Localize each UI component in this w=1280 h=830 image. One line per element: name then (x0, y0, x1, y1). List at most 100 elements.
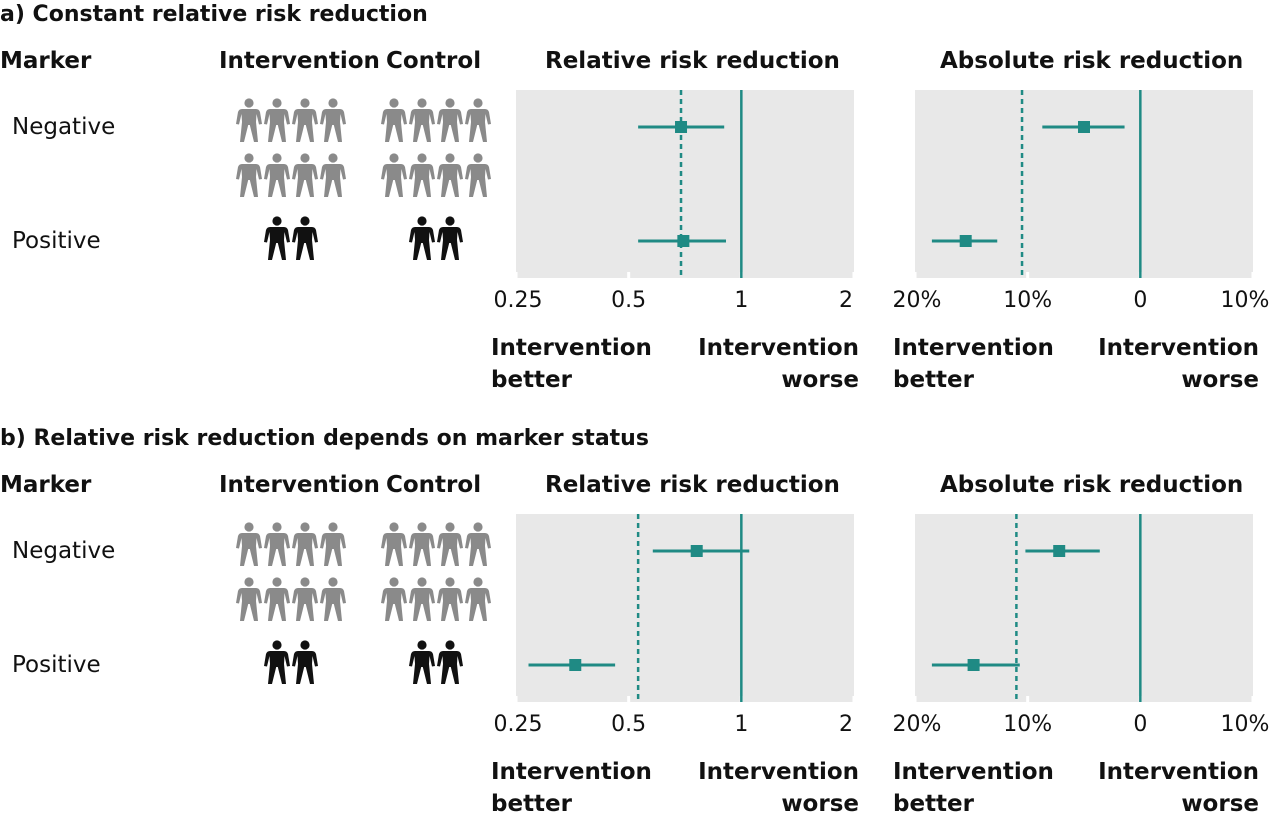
tick-label: 1 (734, 288, 749, 313)
person-icon (409, 577, 435, 621)
rrr-plot (514, 514, 856, 708)
person-icon (236, 577, 262, 621)
arr-plot (913, 90, 1255, 284)
rrr-header: Relative risk reduction (545, 48, 840, 74)
point-estimate (690, 545, 703, 557)
person-icon (292, 640, 318, 684)
person-icon (465, 153, 491, 197)
tick-label: 10% (1003, 712, 1053, 737)
person-icon (381, 98, 407, 142)
forest-plot-svg (913, 90, 1255, 278)
point-estimate (1053, 545, 1066, 557)
person-icon (320, 98, 346, 142)
arr-better-label: Intervention better (893, 335, 1054, 393)
person-icon (437, 216, 463, 260)
intervention-header: Intervention (219, 472, 380, 498)
tick-label: 0.5 (611, 288, 647, 313)
tick-label: 1 (734, 712, 749, 737)
tick-label: 10% (1220, 712, 1270, 737)
person-icon (292, 216, 318, 260)
rrr-worse-label: Intervention worse (698, 759, 859, 817)
panel-a: a) Constant relative risk reduction Mark… (0, 0, 1280, 406)
plot-background (915, 514, 1253, 702)
person-icon (320, 522, 346, 566)
person-icon (292, 98, 318, 142)
rrr-plot (514, 90, 856, 284)
marker-header: Marker (0, 472, 92, 498)
plot-background (516, 90, 854, 278)
point-estimate (1078, 121, 1090, 133)
person-icon (409, 98, 435, 142)
tick-label: 0 (1133, 712, 1148, 737)
forest-plot-svg (514, 514, 856, 702)
person-icon (236, 98, 262, 142)
person-icon (236, 522, 262, 566)
person-icon (320, 153, 346, 197)
person-icon (292, 522, 318, 566)
point-estimate (959, 235, 972, 247)
arr-header: Absolute risk reduction (940, 472, 1244, 498)
plot-background (516, 514, 854, 702)
row-label-negative: Negative (12, 114, 116, 140)
rrr-better-label: Intervention better (491, 759, 652, 817)
person-icon (381, 153, 407, 197)
person-icon (437, 640, 463, 684)
tick-label: 0.25 (493, 288, 543, 313)
arr-better-label: Intervention better (893, 759, 1054, 817)
person-icon (236, 153, 262, 197)
tick-label: 20% (892, 712, 942, 737)
person-icon (381, 522, 407, 566)
person-icon (264, 153, 290, 197)
forest-plot-svg (913, 514, 1255, 702)
person-icon (409, 216, 435, 260)
rrr-header: Relative risk reduction (545, 472, 840, 498)
person-icon (437, 577, 463, 621)
person-icon (264, 522, 290, 566)
control-header: Control (386, 48, 482, 74)
row-label-negative: Negative (12, 538, 116, 564)
person-icon (292, 577, 318, 621)
person-icon (409, 153, 435, 197)
panel-title: a) Constant relative risk reduction (0, 2, 428, 27)
person-icon (437, 522, 463, 566)
tick-label: 0 (1133, 288, 1148, 313)
marker-header: Marker (0, 48, 92, 74)
panel-b: b) Relative risk reduction depends on ma… (0, 424, 1280, 830)
person-icon (409, 640, 435, 684)
point-estimate (967, 659, 980, 671)
arr-worse-label: Intervention worse (1098, 759, 1259, 817)
control-header: Control (386, 472, 482, 498)
row-label-positive: Positive (12, 228, 101, 254)
person-icon (437, 153, 463, 197)
row-label-positive: Positive (12, 652, 101, 678)
person-icon (264, 640, 290, 684)
rrr-better-label: Intervention better (491, 335, 652, 393)
intervention-header: Intervention (219, 48, 380, 74)
person-icon (409, 522, 435, 566)
person-icon (264, 216, 290, 260)
tick-label: 2 (839, 288, 853, 313)
arr-plot (913, 514, 1255, 708)
person-icon (465, 577, 491, 621)
tick-label: 20% (892, 288, 942, 313)
plot-background (915, 90, 1253, 278)
person-icon (437, 98, 463, 142)
point-estimate (677, 235, 690, 247)
forest-plot-svg (514, 90, 856, 278)
tick-label: 0.5 (611, 712, 647, 737)
person-icon (465, 98, 491, 142)
tick-label: 10% (1220, 288, 1270, 313)
arr-worse-label: Intervention worse (1098, 335, 1259, 393)
person-icon (320, 577, 346, 621)
person-icon (264, 577, 290, 621)
tick-label: 0.25 (493, 712, 543, 737)
arr-header: Absolute risk reduction (940, 48, 1244, 74)
point-estimate (569, 659, 582, 671)
point-estimate (675, 121, 688, 133)
person-icon (292, 153, 318, 197)
rrr-worse-label: Intervention worse (698, 335, 859, 393)
tick-label: 10% (1003, 288, 1053, 313)
panel-title: b) Relative risk reduction depends on ma… (0, 426, 649, 451)
tick-label: 2 (839, 712, 853, 737)
person-icon (465, 522, 491, 566)
